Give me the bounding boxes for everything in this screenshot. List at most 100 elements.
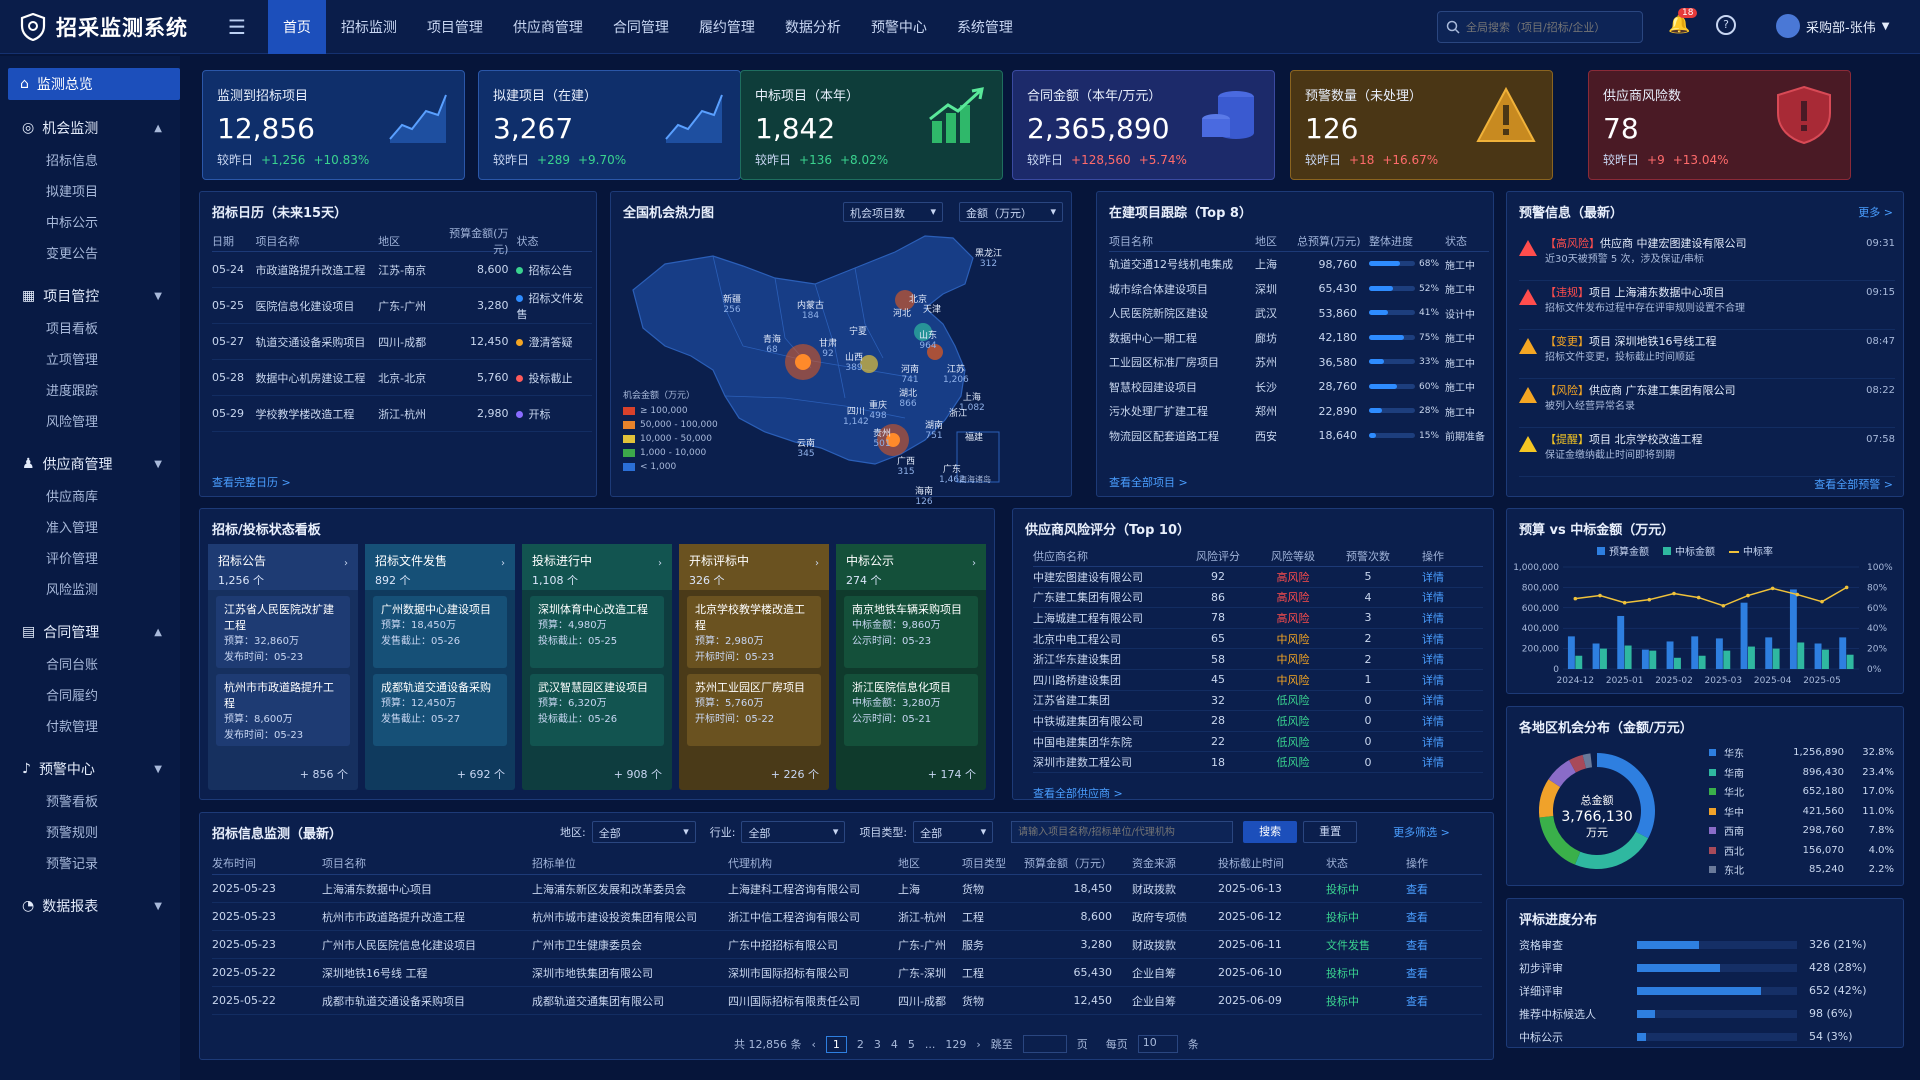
table-row[interactable]: 05-25 医院信息化建设项目 广东-广州 3,280 招标文件发售 [212,288,592,324]
type-select[interactable]: 全部 ▾ [913,821,994,843]
region-row[interactable]: 华东 1,256,890 32.8% [1709,743,1895,763]
view-projects-link[interactable]: 查看全部项目 > [1109,476,1188,489]
map-region-label[interactable]: 江苏 1,206 [943,365,969,385]
board-card[interactable]: 苏州工业园区厂房项目 预算：5,760万 开标时间：05-22 [687,674,821,746]
award-bar[interactable] [1797,642,1805,669]
donut-slice[interactable] [1569,754,1587,773]
sidebar-item[interactable]: 风险监测 [46,583,99,598]
region-row[interactable]: 西南 298,760 7.8% [1709,821,1895,841]
map-region-label[interactable]: 内蒙古 184 [797,301,824,321]
win-rate-point[interactable] [1573,596,1578,601]
sidebar-group-header[interactable]: ▦ 项目管控 ▼ [0,280,180,312]
budget-bar[interactable] [1691,636,1699,669]
sidebar-group-header[interactable]: ♪ 预警中心 ▼ [0,753,180,785]
board-card[interactable]: 江苏省人民医院改扩建工程 预算：32,860万 发布时间：05-23 [216,596,350,668]
board-card[interactable]: 武汉智慧园区建设项目 预算：6,320万 投标截止：05-26 [530,674,664,746]
map-region-label[interactable]: 广东 1,462 [939,465,965,485]
board-card[interactable]: 成都轨道交通设备采购 预算：12,450万 发售截止：05-27 [373,674,507,746]
award-bar[interactable] [1846,654,1854,669]
nav-tab[interactable]: 数据分析 [784,19,841,36]
map-region-label[interactable]: 湖南 751 [925,421,943,441]
sidebar-group-header[interactable]: ▤ 合同管理 ▲ [0,616,180,648]
evaluation-row[interactable]: 初步评审 428 (28%) [1519,956,1895,979]
budget-bar[interactable] [1740,602,1748,669]
view-link[interactable]: 查看 [1406,882,1428,896]
win-rate-point[interactable] [1672,591,1676,596]
sidebar-group-header[interactable]: ♟ 供应商管理 ▼ [0,448,180,480]
win-rate-point[interactable] [1622,600,1627,605]
alert-item[interactable]: 【违规】项目 上海浦东数据中心项目 招标文件发布过程中存在评审规则设置不合理 09:… [1519,281,1895,330]
app-logo[interactable]: 招采监测系统 [20,12,216,42]
table-row[interactable]: 污水处理厂扩建工程 郑州 22,890 28% 施工中 [1109,399,1489,424]
table-row[interactable]: 中铁城建集团有限公司 28 低风险 0 详情 [1033,711,1483,732]
board-card[interactable]: 浙江医院信息化项目 中标金额：3,280万 公示时间：05-21 [844,674,978,746]
column-header[interactable]: 中标公示 274 个 [836,544,986,590]
page-number[interactable]: 5 [907,1037,915,1051]
help-icon[interactable]: ? [1716,15,1736,35]
table-row[interactable]: 江苏省建工集团 32 低风险 0 详情 [1033,691,1483,712]
map-region-label[interactable]: 浙江 [949,409,967,419]
detail-link[interactable]: 详情 [1422,570,1444,584]
alerts-more-link[interactable]: 更多 > [1858,206,1893,219]
table-row[interactable]: 人民医院新院区建设 武汉 53,860 41% 设计中 [1109,301,1489,326]
evaluation-row[interactable]: 资格审查 326 (21%) [1519,933,1895,956]
sidebar-item[interactable]: 项目看板 [46,322,99,337]
table-row[interactable]: 智慧校园建设项目 长沙 28,760 60% 施工中 [1109,375,1489,400]
sidebar-item[interactable]: 供应商库 [46,490,99,505]
view-link[interactable]: 查看 [1406,910,1428,924]
kpi-card[interactable]: 监测到招标项目 12,856 较昨日 +1,256 +10.83% [202,70,465,180]
view-link[interactable]: 查看 [1406,938,1428,952]
budget-bar[interactable] [1715,638,1723,669]
sidebar-item[interactable]: 付款管理 [46,720,99,735]
column-header[interactable]: 招标公告 1,256 个 [208,544,358,590]
table-row[interactable]: 工业园区标准厂房项目 苏州 36,580 33% 施工中 [1109,350,1489,375]
table-row[interactable]: 2025-05-23 杭州市市政道路提升改造工程 杭州市城市建设投资集团有限公司 浙江… [212,903,1482,931]
sidebar-item[interactable]: 预警记录 [46,857,99,872]
view-link[interactable]: 查看 [1406,994,1428,1008]
board-card[interactable]: 杭州市市政道路提升工程 预算：8,600万 发布时间：05-23 [216,674,350,746]
map-region-label[interactable]: 四川 1,142 [843,407,869,427]
global-search[interactable] [1437,11,1643,43]
map-region-label[interactable]: 贵州 501 [873,429,891,449]
detail-link[interactable]: 详情 [1422,673,1444,687]
column-more-link[interactable]: + 856 个 [299,768,348,781]
sidebar-item-overview[interactable]: ⌂ 监测总览 [8,68,180,100]
detail-link[interactable]: 详情 [1422,653,1444,667]
table-row[interactable]: 05-24 市政道路提升改造工程 江苏-南京 8,600 招标公告 [212,252,592,288]
map-region-label[interactable]: 天津 [923,305,941,315]
view-alerts-link[interactable]: 查看全部预警 > [1814,478,1893,491]
map-region-label[interactable]: 甘肃 92 [819,339,837,359]
table-row[interactable]: 上海城建工程有限公司 78 高风险 3 详情 [1033,608,1483,629]
per-page-select[interactable]: 10 [1137,1035,1178,1053]
detail-link[interactable]: 详情 [1422,611,1444,625]
sidebar-item[interactable]: 预警看板 [46,795,99,810]
alert-item[interactable]: 【提醒】项目 北京学校改造工程 保证金缴纳截止时间即将到期 07:58 [1519,428,1895,477]
nav-tab[interactable]: 项目管理 [426,19,483,36]
budget-bar[interactable] [1617,615,1625,669]
board-card[interactable]: 北京学校教学楼改造工程 预算：2,980万 开标时间：05-23 [687,596,821,668]
award-bar[interactable] [1698,655,1706,669]
nav-tab[interactable]: 系统管理 [956,19,1013,36]
donut-slice[interactable] [1597,753,1655,839]
table-row[interactable]: 2025-05-23 上海浦东数据中心项目 上海浦东新区发展和改革委员会 上海建科工程… [212,875,1482,903]
budget-bar[interactable] [1666,641,1674,669]
table-row[interactable]: 物流园区配套道路工程 西安 18,640 15% 前期准备 [1109,424,1489,449]
map-region-label[interactable]: 宁夏 [849,327,867,337]
nav-tab[interactable]: 合同管理 [612,19,669,36]
nav-tab[interactable]: 履约管理 [698,19,755,36]
sidebar-item[interactable]: 进度跟踪 [46,384,99,399]
detail-link[interactable]: 详情 [1422,632,1444,646]
region-row[interactable]: 华北 652,180 17.0% [1709,782,1895,802]
award-bar[interactable] [1723,650,1731,669]
table-row[interactable]: 2025-05-22 深圳地铁16号线 工程 深圳市地铁集团有限公司 深圳市国际招标有… [212,959,1482,987]
kpi-card[interactable]: 供应商风险数 78 较昨日 +9 +13.04% [1588,70,1851,180]
map-region-label[interactable]: 湖北 866 [899,389,917,409]
expand-icon[interactable]: › [501,558,505,569]
table-row[interactable]: 北京中电工程公司 65 中风险 2 详情 [1033,629,1483,650]
sidebar-item[interactable]: 准入管理 [46,521,99,536]
view-calendar-link[interactable]: 查看完整日历 > [212,476,291,489]
map-region-label[interactable]: 北京 [909,295,927,305]
map-region-label[interactable]: 山东 964 [919,331,937,351]
page-number[interactable]: 129 [945,1037,967,1051]
map-region-label[interactable]: 河南 741 [901,365,919,385]
